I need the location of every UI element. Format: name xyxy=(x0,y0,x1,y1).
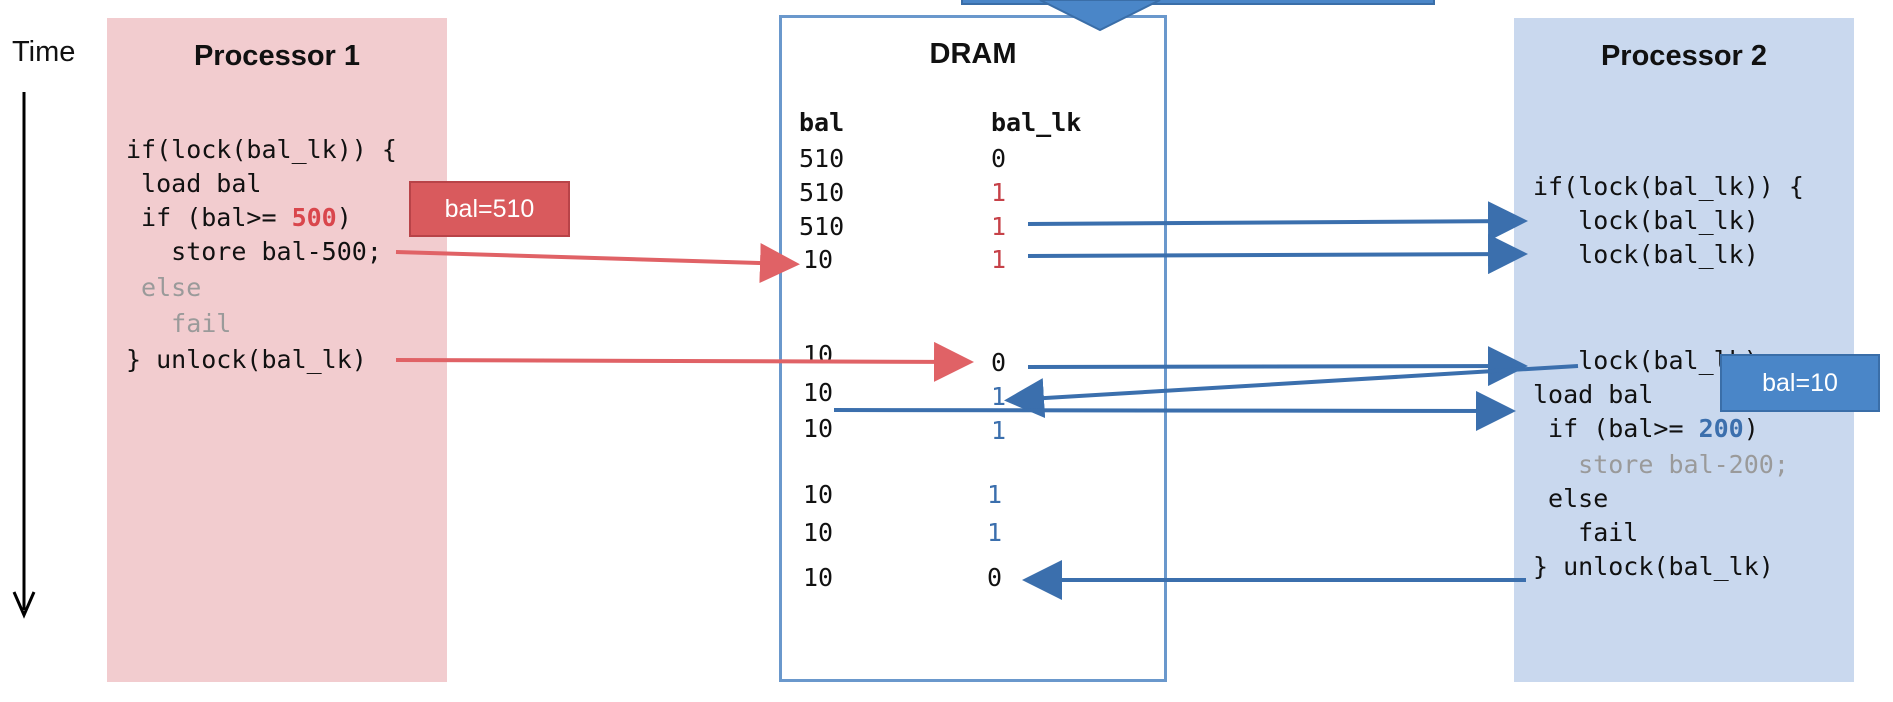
dram-row-bal: 510 xyxy=(799,212,845,241)
p2-code-line: fail xyxy=(1533,518,1639,547)
load-arrow xyxy=(833,390,1516,431)
dram-row-bal: 510 xyxy=(799,178,845,207)
arrow-down-icon xyxy=(12,591,36,619)
processor1-code: if(lock(bal_lk)) { load bal if (bal>= 50… xyxy=(126,133,397,405)
processor1-panel: Processor 1 xyxy=(107,18,447,682)
time-label: Time xyxy=(12,36,76,68)
dram-title: DRAM xyxy=(929,38,1017,70)
p2-code-text: if (bal>= xyxy=(1533,414,1699,443)
lock-read-arrow xyxy=(1027,234,1528,275)
dram-row-lk: 1 xyxy=(991,212,1007,241)
p2-threshold-value: 200 xyxy=(1698,414,1744,443)
p2-code-text: ) xyxy=(1743,414,1759,443)
p2-code-line: else xyxy=(1533,484,1609,513)
p2-code-line: lock(bal_lk) xyxy=(1533,206,1759,235)
store-arrow xyxy=(395,243,800,284)
p1-code-line: store bal-500; xyxy=(126,237,382,266)
dram-row-bal: 10 xyxy=(803,480,834,509)
dram-row-bal: 10 xyxy=(803,563,834,592)
processor1-title: Processor 1 xyxy=(193,40,361,72)
processor2-title: Processor 2 xyxy=(1600,40,1768,72)
dram-row-bal: 10 xyxy=(803,378,834,407)
dram-row-lk: 0 xyxy=(991,144,1007,173)
p2-code-line: load bal xyxy=(1533,380,1654,409)
p1-bal-callout: bal=510 xyxy=(409,181,570,237)
p1-code-line: fail xyxy=(126,309,232,338)
p1-code-line: if (bal>= 500) xyxy=(126,201,352,235)
lock-write-arrow xyxy=(1004,364,1579,419)
p2-bal-callout: bal=10 xyxy=(1720,354,1880,412)
lock-read-arrow xyxy=(1027,201,1528,242)
dram-row-bal: 10 xyxy=(803,340,834,369)
unlock-arrow xyxy=(395,341,974,382)
dram-header-lk: bal_lk xyxy=(991,108,1082,137)
p1-code-text: if (bal>= xyxy=(126,203,292,232)
dram-row-lk: 1 xyxy=(991,416,1007,445)
dram-row-lk: 0 xyxy=(991,348,1007,377)
top-bar xyxy=(961,0,1435,5)
p2-code-line: if (bal>= 200) xyxy=(1533,412,1759,446)
dram-header-bal: bal xyxy=(799,108,845,137)
processor2-code: if(lock(bal_lk)) { lock(bal_lk) lock(bal… xyxy=(1533,170,1804,581)
p1-code-line: if(lock(bal_lk)) { xyxy=(126,135,397,164)
p1-code-text: ) xyxy=(336,203,352,232)
dram-row-bal: 510 xyxy=(799,144,845,173)
p2-code-line: } unlock(bal_lk) xyxy=(1533,552,1774,581)
p1-threshold-value: 500 xyxy=(291,203,337,232)
dram-row-lk: 1 xyxy=(987,518,1003,547)
processor2-panel: Processor 2 xyxy=(1514,18,1854,682)
dram-row-bal: 10 xyxy=(803,245,834,274)
down-arrow-icon xyxy=(1039,0,1161,32)
lock-read-arrow xyxy=(1027,346,1528,387)
dram-row-lk: 0 xyxy=(987,563,1003,592)
dram-row-lk: 1 xyxy=(991,382,1007,411)
p2-code-line: if(lock(bal_lk)) { xyxy=(1533,172,1804,201)
p2-code-line: lock(bal_lk) xyxy=(1533,240,1759,269)
dram-row-bal: 10 xyxy=(803,518,834,547)
dram-row-lk: 1 xyxy=(991,178,1007,207)
p1-code-line: load bal xyxy=(126,169,262,198)
dram-row-bal: 10 xyxy=(803,414,834,443)
p2-code-line: store bal-200; xyxy=(1533,450,1789,479)
dram-row-lk: 1 xyxy=(991,245,1007,274)
p1-code-line: } unlock(bal_lk) xyxy=(126,345,367,374)
p1-code-line: else xyxy=(126,273,202,302)
dram-row-lk: 1 xyxy=(987,480,1003,509)
